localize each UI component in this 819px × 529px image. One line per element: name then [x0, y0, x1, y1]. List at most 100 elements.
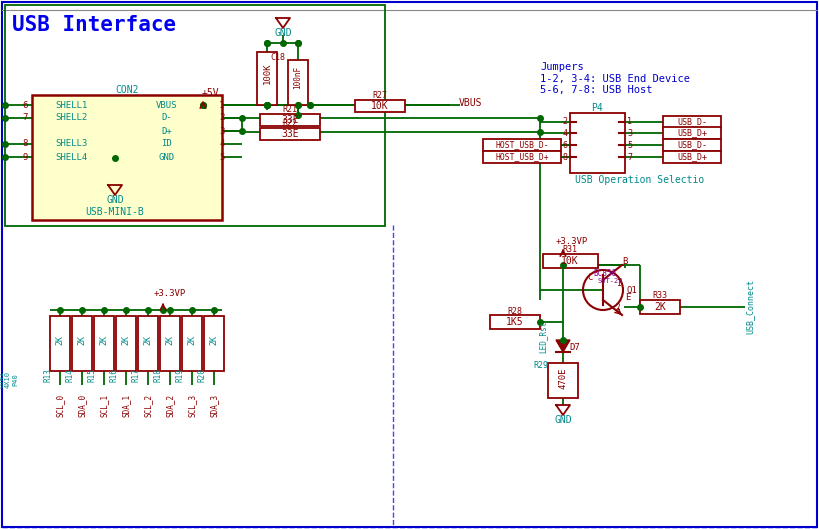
Text: GND: GND [106, 195, 124, 205]
Text: SOT-23: SOT-23 [597, 278, 622, 284]
Text: 2K: 2K [654, 302, 666, 312]
Text: Q1: Q1 [627, 286, 637, 295]
Bar [50, 316, 70, 371]
Text: 1: 1 [219, 101, 224, 110]
Text: R29: R29 [533, 361, 548, 370]
Text: USB_D+: USB_D+ [677, 152, 707, 161]
Text: VBUS: VBUS [459, 98, 482, 108]
Text: 9: 9 [22, 152, 28, 161]
Text: 2K: 2K [165, 335, 174, 345]
Text: 2: 2 [219, 114, 224, 123]
Text: 33E: 33E [281, 115, 299, 125]
Bar [72, 316, 92, 371]
Text: 100nF: 100nF [293, 66, 302, 88]
Text: BC856: BC856 [594, 269, 617, 278]
Bar [355, 100, 405, 112]
Text: CON2: CON2 [115, 85, 138, 95]
Text: HOST_USB_D-: HOST_USB_D- [495, 141, 549, 150]
Bar [204, 316, 224, 371]
Text: GND: GND [554, 415, 572, 425]
Text: 2K: 2K [56, 335, 65, 345]
Text: D+: D+ [161, 126, 172, 135]
Text: R16: R16 [110, 368, 119, 382]
Text: +3.3VP: +3.3VP [556, 236, 588, 245]
Text: 6: 6 [22, 101, 28, 110]
Text: 2: 2 [563, 117, 568, 126]
Text: +3.3VP: +3.3VP [154, 289, 186, 298]
Text: 2K: 2K [188, 335, 197, 345]
Text: 4: 4 [219, 140, 224, 149]
Text: R18: R18 [153, 368, 162, 382]
Bar [116, 316, 136, 371]
Bar [640, 300, 680, 314]
Text: 7: 7 [627, 152, 632, 161]
Bar [543, 254, 598, 268]
Text: SCL_1: SCL_1 [99, 394, 108, 416]
Text: C: C [587, 273, 593, 282]
Text: 3: 3 [219, 126, 224, 135]
Text: R14: R14 [66, 368, 75, 382]
Text: USB Operation Selectio: USB Operation Selectio [576, 175, 704, 185]
Text: 10K: 10K [561, 256, 579, 266]
Text: 5: 5 [219, 152, 224, 161]
Text: USB_Connect: USB_Connect [745, 279, 754, 334]
Text: SDA_2: SDA_2 [165, 394, 174, 416]
Text: 2K: 2K [121, 335, 130, 345]
Text: SHELL4: SHELL4 [56, 152, 88, 161]
Text: USB_D-: USB_D- [677, 117, 707, 126]
Text: SCL_0: SCL_0 [56, 394, 65, 416]
Text: SDA_0: SDA_0 [78, 394, 87, 416]
Text: Jumpers
1-2, 3-4: USB End Device
5-6, 7-8: USB Host: Jumpers 1-2, 3-4: USB End Device 5-6, 7-… [540, 62, 690, 95]
Text: 6: 6 [563, 141, 568, 150]
Bar [288, 60, 308, 105]
Text: R22: R22 [283, 120, 297, 129]
Text: R17: R17 [132, 368, 141, 382]
Text: USB_D+: USB_D+ [677, 129, 707, 138]
Bar [94, 316, 114, 371]
Text: B: B [622, 258, 627, 267]
Bar [160, 316, 180, 371]
Text: 10K: 10K [371, 101, 389, 111]
Text: R31: R31 [563, 245, 577, 254]
Text: GND: GND [159, 152, 175, 161]
Text: 5: 5 [627, 141, 632, 150]
Text: R20: R20 [197, 368, 206, 382]
Text: 1K5: 1K5 [506, 317, 524, 327]
Text: D-: D- [161, 114, 172, 123]
Text: 4: 4 [563, 129, 568, 138]
Text: 470E: 470E [559, 367, 568, 389]
Text: 3: 3 [627, 129, 632, 138]
Text: USB-MINI-B: USB-MINI-B [86, 207, 144, 217]
Text: 7: 7 [22, 114, 28, 123]
Bar [260, 114, 320, 126]
Text: SDA_1: SDA_1 [121, 394, 130, 416]
Text: SCL_3: SCL_3 [188, 394, 197, 416]
Text: R15: R15 [88, 368, 97, 382]
Polygon shape [556, 340, 570, 352]
Text: P4: P4 [591, 103, 603, 113]
Text: 2: 2 [616, 304, 620, 313]
Text: ID: ID [161, 140, 172, 149]
Text: SDA_3: SDA_3 [210, 394, 219, 416]
Text: 33E: 33E [281, 129, 299, 139]
Text: 8: 8 [22, 140, 28, 149]
Bar [663, 127, 721, 139]
Bar [138, 316, 158, 371]
Bar [260, 128, 320, 140]
Text: 2K: 2K [99, 335, 108, 345]
Text: R19: R19 [175, 368, 184, 382]
Bar [483, 151, 561, 163]
Text: 8: 8 [563, 152, 568, 161]
Text: SCL_2: SCL_2 [143, 394, 152, 416]
Text: SHELL2: SHELL2 [56, 114, 88, 123]
Bar [483, 139, 561, 151]
Text: E: E [626, 294, 631, 303]
Text: 2K: 2K [78, 335, 87, 345]
Bar [570, 113, 625, 173]
Bar [182, 316, 202, 371]
Text: USB_D-: USB_D- [677, 141, 707, 150]
Text: VBUS: VBUS [156, 101, 178, 110]
Text: GND: GND [274, 28, 292, 38]
Text: 2K: 2K [210, 335, 219, 345]
Text: SHELL1: SHELL1 [56, 101, 88, 110]
